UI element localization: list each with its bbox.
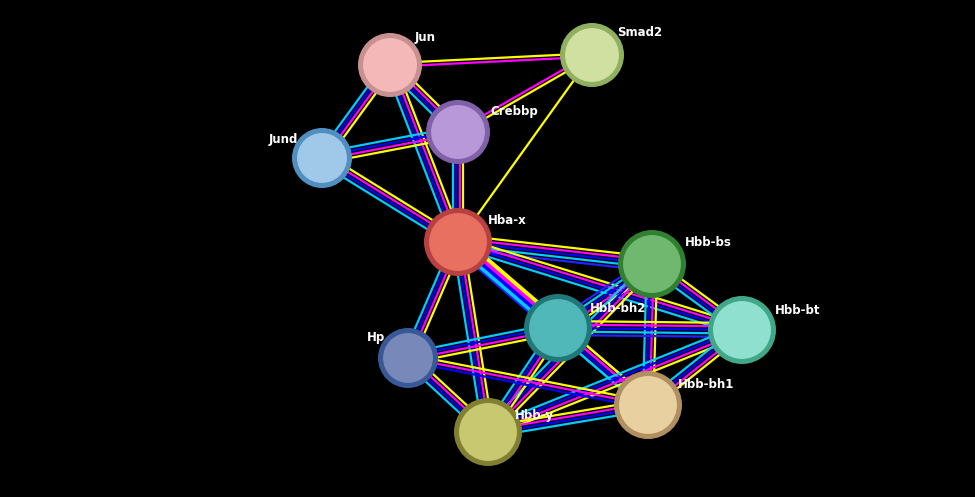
Circle shape <box>428 212 488 272</box>
Circle shape <box>712 300 772 360</box>
Circle shape <box>622 234 682 294</box>
Circle shape <box>454 398 522 466</box>
Circle shape <box>362 37 418 93</box>
Circle shape <box>618 230 686 298</box>
Circle shape <box>528 298 588 358</box>
Text: Jun: Jun <box>415 31 436 45</box>
Circle shape <box>292 128 352 188</box>
Text: Hbb-y: Hbb-y <box>515 409 554 421</box>
Circle shape <box>382 332 434 384</box>
Text: Hbb-bh1: Hbb-bh1 <box>678 379 734 392</box>
Circle shape <box>296 132 348 184</box>
Text: Crebbp: Crebbp <box>490 105 538 118</box>
Circle shape <box>458 402 518 462</box>
Circle shape <box>430 104 486 160</box>
Circle shape <box>524 294 592 362</box>
Circle shape <box>378 328 438 388</box>
Circle shape <box>564 27 620 83</box>
Circle shape <box>426 100 490 164</box>
Text: Hbb-bt: Hbb-bt <box>775 304 821 317</box>
Text: Hbb-bs: Hbb-bs <box>685 237 732 249</box>
Circle shape <box>560 23 624 87</box>
Text: Hbb-bh2: Hbb-bh2 <box>590 302 646 315</box>
Circle shape <box>424 208 492 276</box>
Circle shape <box>618 375 678 435</box>
Text: Hba-x: Hba-x <box>488 214 526 227</box>
Text: Hp: Hp <box>367 331 385 344</box>
Circle shape <box>708 296 776 364</box>
Circle shape <box>358 33 422 97</box>
Text: Jund: Jund <box>269 134 298 147</box>
Text: Smad2: Smad2 <box>617 25 662 38</box>
Circle shape <box>614 371 682 439</box>
